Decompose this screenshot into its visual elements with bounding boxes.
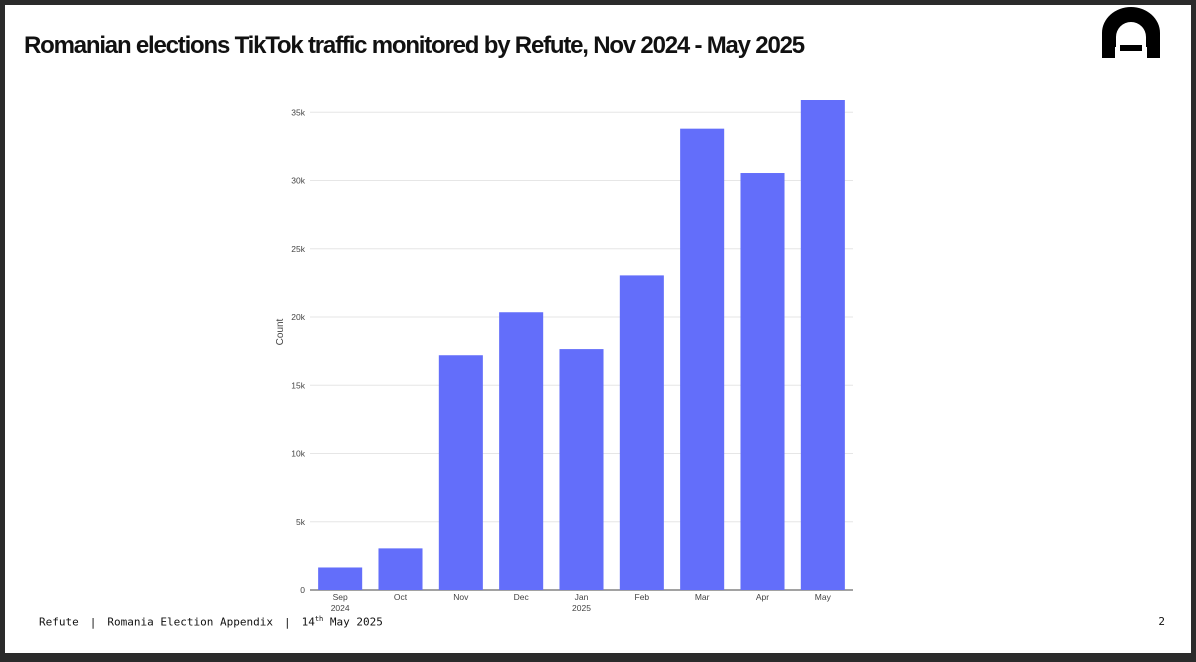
y-tick-label: 0 xyxy=(300,585,305,595)
x-tick-label: Feb xyxy=(635,592,650,602)
x-tick-label: Dec xyxy=(514,592,530,602)
bar xyxy=(318,567,363,590)
bar xyxy=(499,312,544,590)
refute-logo-icon xyxy=(1102,7,1160,58)
slide-title: Romanian elections TikTok traffic monito… xyxy=(24,32,805,59)
y-tick-label: 5k xyxy=(296,517,306,527)
footer-date-rest: May 2025 xyxy=(323,615,383,629)
y-tick-label: 20k xyxy=(291,312,305,322)
bar xyxy=(800,100,845,590)
bars xyxy=(318,100,845,590)
y-tick-label: 15k xyxy=(291,380,305,390)
footer-separator: | xyxy=(89,615,97,629)
footer-separator: | xyxy=(283,615,291,629)
x-tick-label: Sep xyxy=(333,592,348,602)
footer-report-name: Romania Election Appendix xyxy=(107,615,273,629)
footer-date-suffix: th xyxy=(314,615,324,623)
x-tick-label: Jan xyxy=(575,592,589,602)
x-tick-label: Apr xyxy=(756,592,769,602)
bar xyxy=(438,355,483,590)
x-tick-label: May xyxy=(815,592,832,602)
y-tick-label: 25k xyxy=(291,244,305,254)
x-tick-label: 2025 xyxy=(572,603,591,613)
y-tick-label: 30k xyxy=(291,176,305,186)
bar xyxy=(740,173,785,590)
y-tick-label: 10k xyxy=(291,449,305,459)
bar xyxy=(619,275,664,590)
y-axis-label: Count xyxy=(275,318,286,345)
page-number: 2 xyxy=(1158,615,1165,628)
footer-date-day: 14 xyxy=(301,615,315,629)
bar xyxy=(559,349,604,590)
y-axis-ticks: 0 5k 10k 15k 20k 25k 30k 35k xyxy=(291,107,305,595)
x-tick-label: Oct xyxy=(394,592,408,602)
slide: Romanian elections TikTok traffic monito… xyxy=(5,5,1191,653)
x-tick-label: Nov xyxy=(453,592,469,602)
bar xyxy=(680,128,725,590)
footer: Refute | Romania Election Appendix | 14th Ma… xyxy=(39,615,1165,629)
x-tick-label: Mar xyxy=(695,592,710,602)
y-tick-label: 35k xyxy=(291,107,305,117)
bar xyxy=(378,548,423,590)
footer-brand: Refute xyxy=(39,615,79,629)
x-tick-label: 2024 xyxy=(331,603,350,613)
